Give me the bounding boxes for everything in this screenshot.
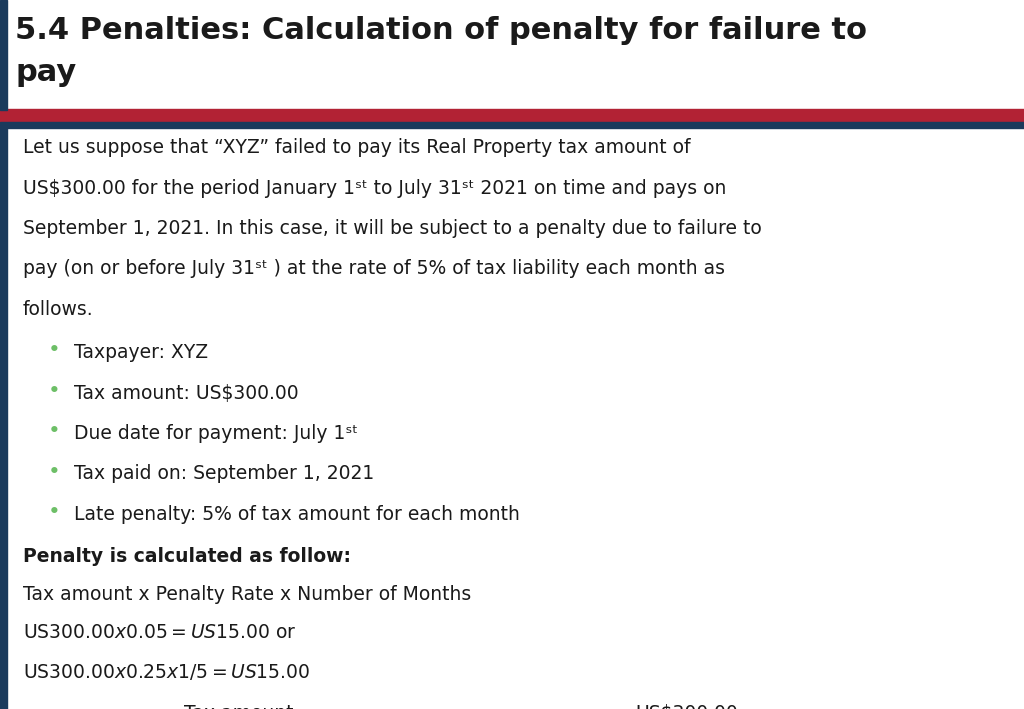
- Text: •: •: [48, 462, 60, 481]
- Text: US$300.00: US$300.00: [635, 704, 737, 709]
- Text: US$300.00 x 0.25 x 1/5 = US$15.00: US$300.00 x 0.25 x 1/5 = US$15.00: [23, 661, 310, 682]
- Text: •: •: [48, 340, 60, 360]
- Text: 5.4 Penalties: Calculation of penalty for failure to: 5.4 Penalties: Calculation of penalty fo…: [15, 16, 867, 45]
- Text: •: •: [48, 421, 60, 441]
- Text: US$300.00 x 0.05 = US$15.00 or: US$300.00 x 0.05 = US$15.00 or: [23, 623, 296, 642]
- Bar: [0, 0, 7, 110]
- Text: pay: pay: [15, 58, 77, 87]
- Bar: [0, 0, 1024, 110]
- Text: •: •: [48, 502, 60, 522]
- Text: Let us suppose that “XYZ” failed to pay its Real Property tax amount of: Let us suppose that “XYZ” failed to pay …: [23, 138, 690, 157]
- Text: Taxpayer: XYZ: Taxpayer: XYZ: [74, 343, 208, 362]
- Text: •: •: [48, 381, 60, 401]
- Bar: [0, 128, 7, 709]
- Text: US$300.00 for the period January 1ˢᵗ to July 31ˢᵗ 2021 on time and pays on: US$300.00 for the period January 1ˢᵗ to …: [23, 179, 726, 198]
- Text: September 1, 2021. In this case, it will be subject to a penalty due to failure : September 1, 2021. In this case, it will…: [23, 219, 761, 238]
- Bar: [0, 122, 1024, 128]
- Text: Tax paid on: September 1, 2021: Tax paid on: September 1, 2021: [74, 464, 374, 484]
- Text: Late penalty: 5% of tax amount for each month: Late penalty: 5% of tax amount for each …: [74, 505, 519, 524]
- Text: Tax amount: US$300.00: Tax amount: US$300.00: [74, 384, 298, 403]
- Text: Tax amount: Tax amount: [184, 704, 294, 709]
- Text: Penalty is calculated as follow:: Penalty is calculated as follow:: [23, 547, 350, 566]
- Bar: [0, 128, 1024, 709]
- Text: follows.: follows.: [23, 300, 93, 319]
- Text: Tax amount x Penalty Rate x Number of Months: Tax amount x Penalty Rate x Number of Mo…: [23, 585, 471, 604]
- Text: Due date for payment: July 1ˢᵗ: Due date for payment: July 1ˢᵗ: [74, 424, 357, 443]
- Bar: [0, 109, 1024, 122]
- Text: pay (on or before July 31ˢᵗ ) at the rate of 5% of tax liability each month as: pay (on or before July 31ˢᵗ ) at the rat…: [23, 259, 725, 279]
